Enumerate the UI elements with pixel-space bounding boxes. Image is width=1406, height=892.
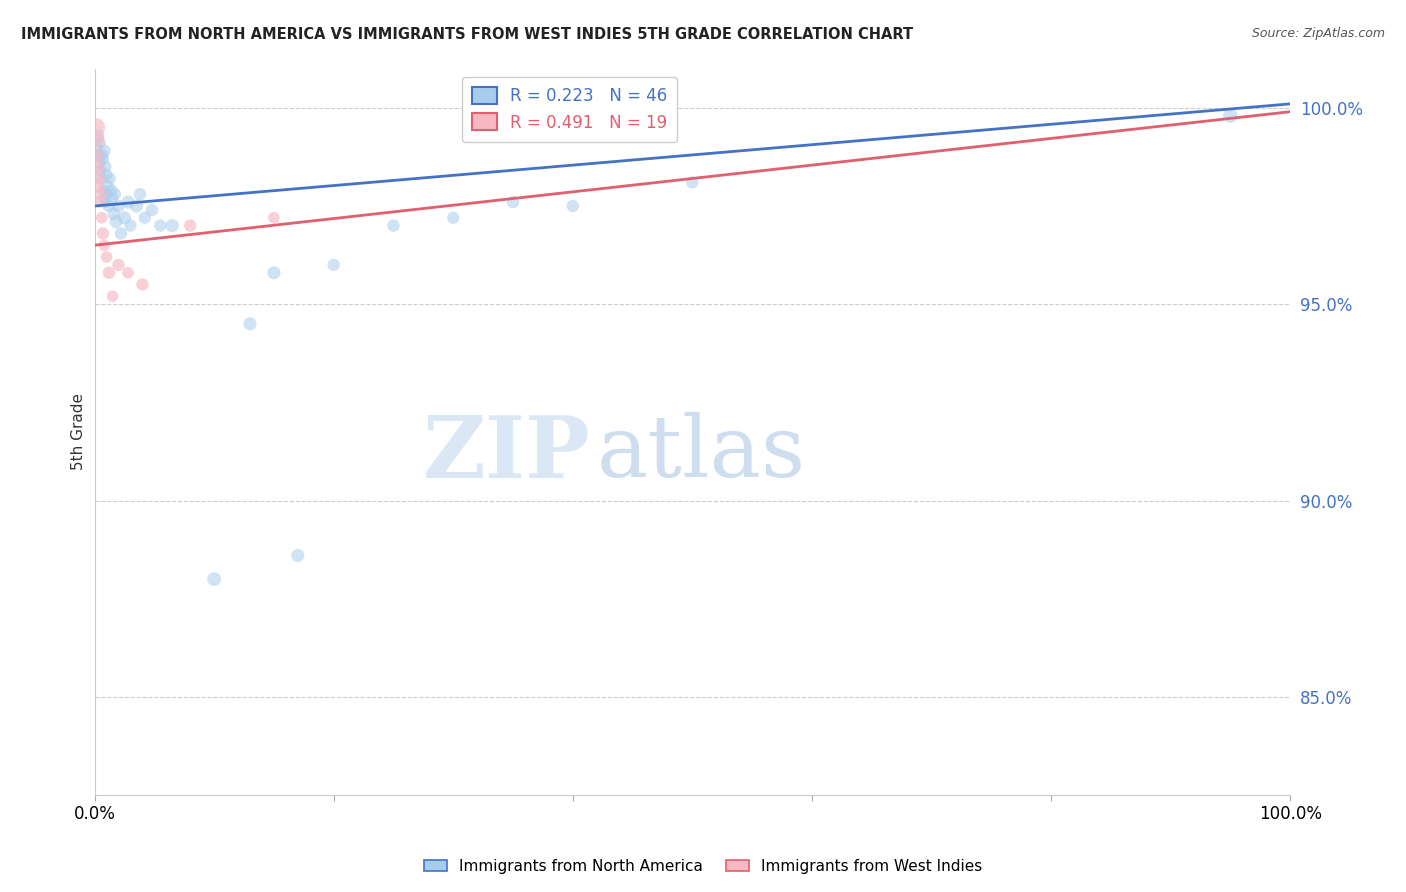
- Point: [91, 183, 114, 197]
- Text: Source: ZipAtlas.com: Source: ZipAtlas.com: [1251, 27, 1385, 40]
- Point: [89, 195, 111, 210]
- Point: [141, 202, 163, 217]
- Point: [162, 219, 184, 233]
- Point: [105, 215, 128, 229]
- Point: [90, 187, 112, 202]
- Point: [84, 120, 107, 135]
- Point: [107, 199, 129, 213]
- Point: [382, 219, 405, 233]
- Point: [96, 250, 118, 264]
- Point: [96, 187, 118, 202]
- Text: atlas: atlas: [596, 412, 806, 495]
- Point: [98, 171, 121, 186]
- Point: [86, 132, 108, 146]
- Point: [1219, 109, 1241, 123]
- Point: [117, 266, 139, 280]
- Point: [179, 219, 201, 233]
- Point: [90, 148, 112, 162]
- Point: [97, 179, 120, 194]
- Point: [87, 160, 110, 174]
- Point: [87, 179, 110, 194]
- Legend: Immigrants from North America, Immigrants from West Indies: Immigrants from North America, Immigrant…: [418, 853, 988, 880]
- Point: [441, 211, 464, 225]
- Point: [120, 219, 142, 233]
- Point: [263, 211, 285, 225]
- Point: [94, 160, 117, 174]
- Point: [322, 258, 344, 272]
- Point: [101, 289, 124, 303]
- Point: [131, 277, 153, 292]
- Point: [125, 199, 148, 213]
- Point: [97, 199, 120, 213]
- Point: [287, 549, 309, 563]
- Point: [93, 144, 115, 158]
- Point: [90, 171, 112, 186]
- Point: [91, 152, 114, 166]
- Point: [134, 211, 156, 225]
- Y-axis label: 5th Grade: 5th Grade: [72, 393, 86, 470]
- Point: [87, 148, 110, 162]
- Point: [263, 266, 285, 280]
- Point: [202, 572, 225, 586]
- Point: [107, 258, 129, 272]
- Point: [101, 191, 124, 205]
- Point: [96, 168, 118, 182]
- Text: IMMIGRANTS FROM NORTH AMERICA VS IMMIGRANTS FROM WEST INDIES 5TH GRADE CORRELATI: IMMIGRANTS FROM NORTH AMERICA VS IMMIGRA…: [21, 27, 914, 42]
- Point: [90, 211, 112, 225]
- Point: [86, 148, 108, 162]
- Point: [103, 207, 125, 221]
- Point: [91, 227, 114, 241]
- Point: [129, 187, 152, 202]
- Point: [114, 211, 136, 225]
- Legend: R = 0.223   N = 46, R = 0.491   N = 19: R = 0.223 N = 46, R = 0.491 N = 19: [461, 77, 678, 142]
- Point: [89, 155, 111, 169]
- Point: [110, 227, 132, 241]
- Point: [104, 187, 127, 202]
- Point: [90, 136, 112, 150]
- Point: [239, 317, 262, 331]
- Point: [94, 195, 117, 210]
- Point: [502, 195, 524, 210]
- Point: [93, 238, 115, 252]
- Point: [149, 219, 172, 233]
- Point: [97, 266, 120, 280]
- Point: [681, 175, 703, 189]
- Point: [90, 163, 112, 178]
- Point: [100, 183, 122, 197]
- Point: [87, 128, 110, 143]
- Point: [93, 191, 115, 205]
- Point: [89, 171, 111, 186]
- Point: [86, 140, 108, 154]
- Point: [117, 195, 139, 210]
- Point: [561, 199, 583, 213]
- Text: ZIP: ZIP: [423, 411, 591, 496]
